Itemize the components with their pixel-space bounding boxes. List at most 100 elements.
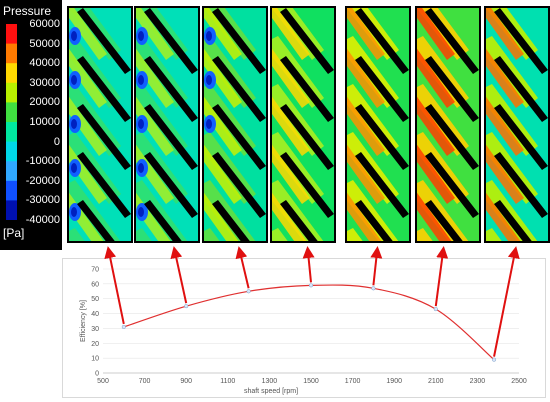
blade [425,104,479,170]
y-tick-label: 60 [91,281,99,288]
x-tick-label: 1100 [220,378,235,385]
pressure-band [272,180,324,241]
pressure-band-high [136,96,174,156]
pressure-band-high [69,48,107,108]
pressure-band-high [486,192,521,241]
color-bar-segment [6,141,17,162]
color-bar-segment [6,82,17,103]
efficiency-chart: 0 10 20 30 40 50 60 70 500 700 900 1100 1300 1500 1700… [62,258,546,398]
pressure-band-high [347,192,382,241]
x-tick-label: 500 [97,378,109,385]
pressure-band-high [417,8,455,60]
color-bar [6,24,17,220]
blade [77,200,115,241]
blade [280,152,334,218]
y-axis-label: Efficiency [%] [80,300,87,342]
color-bar-segment [6,161,17,182]
blade [425,152,479,218]
pressure-band-high [486,48,524,108]
blade [494,104,548,170]
blade [212,8,266,74]
pressure-band [417,180,469,241]
pressure-band-high [69,8,107,60]
contour-panel-6 [415,6,481,243]
pressure-band-high [204,48,242,108]
x-tick-label: 1300 [262,378,278,385]
pressure-band-high [417,144,455,204]
pressure-band-high [486,8,524,60]
pressure-band [69,180,121,241]
low-pressure-core [71,119,77,129]
y-tick-label: 20 [91,341,99,348]
contour-panel-2 [134,6,200,243]
blade [77,56,131,122]
pressure-band [204,228,220,241]
legend-tick: -10000 [25,155,60,168]
blade [144,200,182,241]
pressure-band [486,228,502,241]
pressure-band-high [417,48,455,108]
pressure-band-high [417,192,452,241]
blade [212,152,266,218]
pressure-band [69,228,85,241]
pressure-band-high [486,96,524,156]
blade [355,200,393,241]
low-pressure-core [206,31,212,41]
contour-panel-7 [484,6,550,243]
pressure-band-high [204,144,242,204]
legend-tick: -40000 [25,214,60,226]
blade [355,8,409,74]
blade [280,200,318,241]
pressure-band-high [204,192,239,241]
pressure-band-high [136,144,174,204]
legend-tick: 50000 [29,37,60,50]
pressure-band [417,228,433,241]
low-pressure-core [71,75,77,85]
pressure-legend: Pressure 60000 50000 40000 30000 20000 10000 0… [0,0,62,250]
contour-panel-5 [345,6,411,243]
pressure-band [272,228,288,241]
pressure-band-high [136,48,174,108]
low-pressure-core [138,119,144,129]
x-tick-label: 2300 [470,378,486,385]
blade [280,104,334,170]
legend-tick: 30000 [29,76,60,89]
blade [494,8,548,74]
pressure-band-high [136,8,174,60]
pressure-band-high [69,96,107,156]
blade [494,56,548,122]
blade [212,200,250,241]
x-tick-label: 900 [180,378,192,385]
pressure-band-high [417,96,455,156]
color-bar-segment [6,63,17,84]
pressure-band [136,180,188,241]
blade [425,200,463,241]
pressure-band-high [417,240,418,241]
contour-panel-4 [270,6,336,243]
efficiency-line [123,284,495,361]
x-tick-label: 700 [139,378,151,385]
pressure-band [204,180,256,241]
data-point [121,324,126,329]
blade [144,56,198,122]
data-point [246,289,251,294]
contour-panel-1 [67,6,133,243]
blade [144,8,198,74]
low-pressure-core [206,75,212,85]
pressure-band-high [204,8,242,60]
data-point [184,304,189,309]
legend-tick: 0 [53,135,60,148]
y-tick-label: 30 [91,326,99,333]
color-bar-segment [6,102,17,123]
pressure-band [347,180,399,241]
x-axis-label: shaft speed [rpm] [244,388,298,395]
legend-unit: [Pa] [3,226,25,240]
legend-tick: 20000 [29,96,60,109]
contour-panel-3 [202,6,268,243]
color-bar-segment [6,43,17,64]
low-pressure-core [71,163,77,173]
y-tick-label: 0 [95,371,99,378]
y-tick-label: 40 [91,311,99,318]
blade [212,56,266,122]
blade [355,56,409,122]
